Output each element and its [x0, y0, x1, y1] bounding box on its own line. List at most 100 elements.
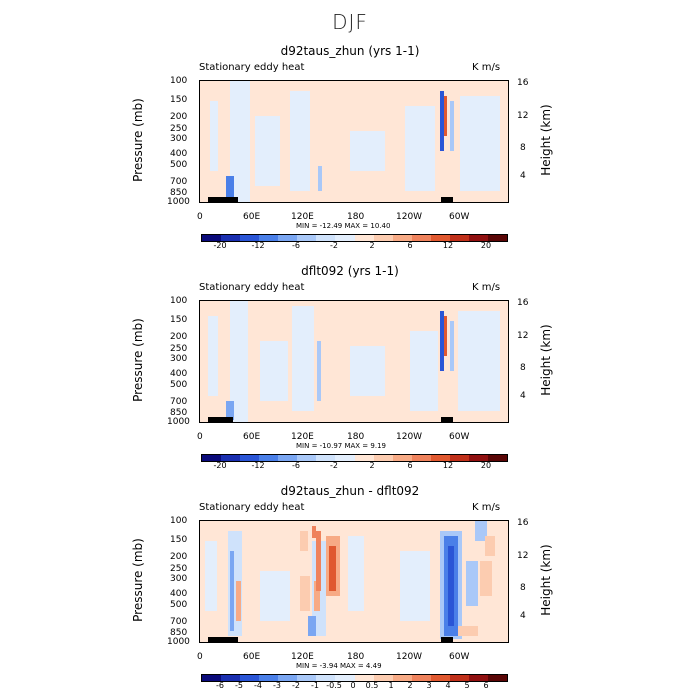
colorbar-tick: 2	[369, 461, 375, 470]
contour-neg	[260, 571, 290, 621]
colorbar-swatch	[335, 455, 355, 461]
contour-neg	[460, 96, 500, 191]
contour-pos	[300, 576, 310, 611]
units-label: K m/s	[472, 62, 501, 73]
colorbar-swatch	[392, 675, 412, 681]
colorbar-swatch	[316, 455, 336, 461]
pressure-tick: 250	[170, 124, 188, 134]
pressure-tick: 100	[170, 296, 188, 306]
contour-neg	[230, 551, 234, 631]
colorbar-tick: 2	[369, 241, 375, 250]
lon-tick: 60E	[243, 652, 261, 662]
lon-tick: 120W	[396, 212, 423, 222]
lon-tick: 120E	[291, 212, 314, 222]
colorbar-tick: -6	[292, 241, 300, 250]
colorbar-swatch	[468, 675, 488, 681]
colorbar-swatch	[259, 235, 279, 241]
heatmap-fill	[205, 521, 495, 642]
colorbar-swatch	[240, 235, 260, 241]
lon-tick: 120W	[396, 652, 423, 662]
colorbar-tick: -12	[251, 241, 265, 250]
colorbar-swatch	[221, 675, 241, 681]
contour-neg	[440, 311, 444, 371]
colorbar-swatch	[392, 455, 412, 461]
colorbar-swatch	[487, 675, 507, 681]
contour-neg	[317, 341, 321, 401]
topography	[208, 197, 238, 202]
panel-title: dflt092 (yrs 1-1)	[301, 264, 399, 278]
pressure-tick: 500	[170, 600, 188, 610]
pressure-tick: 500	[170, 160, 188, 170]
contour-neg	[226, 176, 234, 200]
figure-title: DJF	[332, 10, 368, 34]
colorbar-tick: -3	[273, 681, 281, 690]
contour-pos	[329, 546, 336, 591]
colorbar-swatch	[202, 675, 222, 681]
contour-neg	[405, 106, 435, 191]
contour-neg	[400, 551, 430, 621]
colorbar-tick: -20	[213, 461, 227, 470]
colorbar-swatch	[278, 235, 298, 241]
height-tick: 8	[520, 583, 526, 593]
contour-neg	[290, 91, 310, 191]
contour-neg	[205, 541, 217, 611]
pressure-tick: 300	[170, 574, 188, 584]
units-label: K m/s	[472, 282, 501, 293]
height-tick: 4	[520, 391, 526, 401]
colorbar-swatch	[487, 235, 507, 241]
pressure-tick: 1000	[167, 637, 190, 647]
height-tick: 12	[517, 111, 529, 121]
lon-tick: 120W	[396, 432, 423, 442]
height-tick: 8	[520, 363, 526, 373]
pressure-tick: 1000	[167, 417, 190, 427]
contour-neg	[440, 91, 444, 151]
heatmap-plot	[199, 520, 509, 643]
colorbar-swatch	[468, 455, 488, 461]
pressure-tick: 300	[170, 354, 188, 364]
contour-neg	[308, 616, 316, 636]
pressure-tick: 150	[170, 95, 188, 105]
lon-tick: 120E	[291, 432, 314, 442]
height-tick: 16	[517, 78, 529, 88]
contour-neg	[230, 301, 248, 422]
colorbar-tick: 3	[426, 681, 432, 690]
colorbar	[201, 454, 508, 462]
colorbar-swatch	[240, 675, 260, 681]
colorbar-swatch	[411, 675, 431, 681]
lon-tick: 180	[347, 652, 365, 662]
y-axis-title-right: Height (km)	[539, 544, 553, 616]
colorbar-swatch	[430, 675, 450, 681]
colorbar-tick: -0.5	[326, 681, 342, 690]
contour-pos	[300, 531, 308, 551]
colorbar	[201, 674, 508, 682]
colorbar-swatch	[449, 455, 469, 461]
heatmap-fill	[208, 301, 500, 422]
colorbar-swatch	[278, 675, 298, 681]
contour-pos	[485, 536, 495, 556]
units-label: K m/s	[472, 502, 501, 513]
pressure-tick: 250	[170, 344, 188, 354]
pressure-tick: 300	[170, 134, 188, 144]
y-axis-title-right: Height (km)	[539, 324, 553, 396]
colorbar-swatch	[297, 235, 317, 241]
topography	[441, 417, 453, 422]
colorbar-tick: 5	[464, 681, 470, 690]
contour-pos	[314, 581, 320, 611]
pressure-tick: 700	[170, 177, 188, 187]
topography	[441, 197, 453, 202]
colorbar-tick: 2	[407, 681, 413, 690]
contour-pos	[458, 626, 478, 636]
colorbar	[201, 234, 508, 242]
colorbar-tick: -20	[213, 241, 227, 250]
colorbar-tick: 4	[445, 681, 451, 690]
contour-neg	[448, 546, 454, 626]
pressure-tick: 100	[170, 516, 188, 526]
contour-pos	[316, 531, 321, 591]
colorbar-swatch	[449, 235, 469, 241]
lon-tick: 60E	[243, 432, 261, 442]
height-tick: 4	[520, 171, 526, 181]
lon-tick: 60W	[449, 652, 470, 662]
colorbar-swatch	[335, 675, 355, 681]
colorbar-tick: 6	[407, 241, 413, 250]
colorbar-tick: -5	[235, 681, 243, 690]
